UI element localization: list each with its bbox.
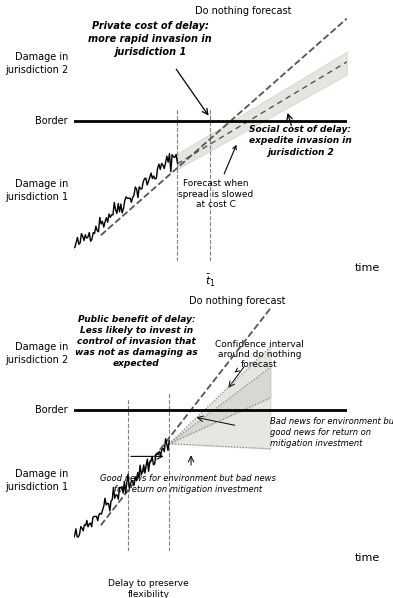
Text: Damage in
jurisdiction 2: Damage in jurisdiction 2: [5, 341, 68, 365]
Text: Forecast when
spread is slowed
at cost C: Forecast when spread is slowed at cost C: [178, 146, 253, 209]
Text: Private cost of delay:
more rapid invasion in
jurisdiction 1: Private cost of delay: more rapid invasi…: [88, 21, 212, 57]
Text: Bad news for environment but
good news for return on
mitigation investment: Bad news for environment but good news f…: [270, 417, 393, 448]
Text: Damage in
jurisdiction 2: Damage in jurisdiction 2: [5, 51, 68, 75]
Text: Damage in
jurisdiction 1: Damage in jurisdiction 1: [5, 179, 68, 202]
Text: Delay to preserve
flexibility: Delay to preserve flexibility: [108, 579, 189, 598]
Text: $\bar{t}_1$: $\bar{t}_1$: [205, 273, 215, 289]
Text: Border: Border: [35, 115, 68, 126]
Text: time: time: [355, 553, 380, 563]
Text: Do nothing forecast: Do nothing forecast: [189, 296, 286, 306]
Text: Do nothing forecast: Do nothing forecast: [195, 6, 291, 16]
Text: Damage in
jurisdiction 1: Damage in jurisdiction 1: [5, 469, 68, 492]
Text: Confidence interval
around do nothing
forecast: Confidence interval around do nothing fo…: [215, 340, 304, 372]
Text: Social cost of delay:
expedite invasion in
jurisdiction 2: Social cost of delay: expedite invasion …: [249, 124, 352, 157]
Text: Public benefit of delay:
Less likely to invest in
control of invasion that
was n: Public benefit of delay: Less likely to …: [75, 315, 198, 368]
Text: Border: Border: [35, 405, 68, 416]
Text: time: time: [355, 263, 380, 273]
Text: Good news for environment but bad news
for return on mitigation investment: Good news for environment but bad news f…: [100, 474, 276, 495]
